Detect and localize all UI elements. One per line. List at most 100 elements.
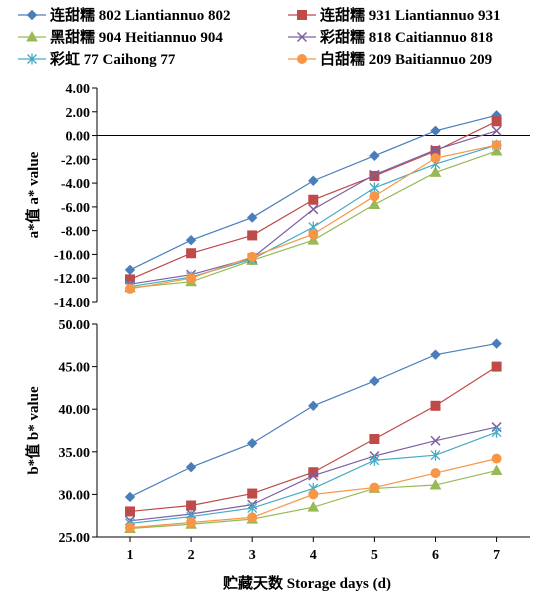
series-5	[125, 139, 502, 293]
series-line	[129, 150, 497, 289]
legend-marker	[27, 53, 37, 65]
data-point	[247, 230, 258, 241]
data-point	[430, 153, 441, 164]
x-tick-label: 2	[188, 548, 195, 563]
series-2	[125, 116, 502, 285]
data-point	[429, 166, 442, 177]
series-line	[129, 114, 497, 271]
y-tick-label: 50.00	[59, 318, 91, 333]
x-tick-label: 4	[310, 548, 317, 563]
data-point	[246, 438, 258, 449]
series-3	[124, 144, 503, 293]
y-tick-label: -4.00	[61, 177, 90, 192]
y-tick-label: 45.00	[59, 361, 91, 376]
data-point	[430, 468, 441, 479]
data-point	[185, 461, 197, 473]
legend-marker	[297, 54, 307, 64]
legend-marker	[26, 9, 38, 21]
y-tick-label: -6.00	[61, 201, 90, 216]
x-tick-label: 3	[249, 548, 256, 563]
data-point	[491, 116, 502, 127]
data-point	[186, 273, 197, 284]
y-axis-title: a*值 a* value	[24, 151, 42, 238]
data-point	[247, 502, 258, 514]
data-point	[369, 454, 380, 466]
y-axis-title: b*值 b* value	[24, 386, 42, 475]
series-line	[129, 469, 497, 530]
y-tick-label: -10.00	[54, 248, 90, 263]
legend-entry: 白甜糯 209 Baitiannuo 209	[288, 50, 492, 68]
data-point	[369, 482, 380, 493]
legend-label: 彩虹 77 Caihong 77	[49, 50, 176, 68]
y-tick-label: -2.00	[61, 153, 90, 168]
data-point	[247, 488, 258, 499]
y-tick-label: 0.00	[66, 130, 91, 145]
data-point	[124, 264, 136, 276]
data-point	[185, 234, 197, 246]
y-tick-label: 4.00	[66, 82, 91, 97]
legend-label: 连甜糯 802 Liantiannuo 802	[50, 6, 230, 24]
data-point	[124, 491, 136, 503]
legend-entry: 彩甜糯 818 Caitiannuo 818	[288, 28, 493, 46]
data-point	[369, 375, 380, 387]
legend-entry: 彩虹 77 Caihong 77	[18, 50, 176, 68]
x-tick-label: 5	[371, 548, 378, 563]
data-point	[491, 338, 502, 349]
legend-label: 白甜糯 209 Baitiannuo 209	[320, 50, 492, 68]
legend-label: 黑甜糯 904 Heitiannuo 904	[50, 28, 223, 46]
data-point	[369, 191, 380, 202]
y-tick-label: 2.00	[66, 106, 91, 121]
a-value-panel: 4.00 2.00 0.00 -2.00 -4.00 -6.00 -8.00 -10.00 -1…	[24, 82, 530, 311]
data-point	[308, 489, 319, 500]
data-point	[247, 512, 258, 523]
data-point	[308, 194, 319, 205]
data-point	[368, 198, 381, 210]
x-tick-label: 6	[432, 548, 439, 563]
data-point	[491, 361, 502, 372]
data-point	[186, 248, 197, 259]
data-point	[430, 435, 441, 446]
series-4	[124, 125, 502, 290]
y-tick-label: 25.00	[59, 531, 91, 546]
data-point	[308, 467, 319, 478]
data-point	[246, 212, 258, 223]
data-point	[125, 522, 135, 533]
data-point	[307, 501, 320, 512]
y-tick-label: 35.00	[59, 446, 91, 461]
x-tick-label: 7	[493, 548, 500, 563]
legend-marker	[297, 10, 307, 20]
y-tick-label: -14.00	[54, 296, 90, 311]
data-point	[491, 125, 502, 136]
data-point	[369, 434, 380, 445]
data-point	[430, 349, 441, 360]
data-point	[491, 453, 502, 464]
data-point	[429, 478, 442, 490]
series-2	[125, 361, 502, 517]
legend-marker	[296, 31, 308, 43]
data-point	[430, 400, 441, 411]
x-axis-title: 贮藏天数 Storage days (d)	[222, 574, 391, 592]
data-point	[247, 251, 258, 262]
data-point	[308, 204, 319, 215]
data-point	[430, 125, 441, 137]
y-tick-label: 30.00	[59, 488, 91, 503]
series-line	[129, 144, 497, 290]
b-value-panel: 50.00 45.00 40.00 35.00 30.00 25.00 b*值 b* val…	[24, 318, 530, 546]
y-tick-label: -8.00	[61, 225, 90, 240]
data-point	[369, 150, 380, 161]
legend-entry: 连甜糯 931 Liantiannuo 931	[288, 6, 500, 24]
series-5	[125, 426, 502, 529]
legend-entry: 连甜糯 802 Liantiannuo 802	[18, 6, 230, 24]
legend: 连甜糯 802 Liantiannuo 802 连甜糯 931 Liantiann…	[18, 6, 500, 68]
data-point	[186, 500, 197, 511]
y-tick-label: 40.00	[59, 403, 91, 418]
data-point	[491, 426, 502, 438]
data-point	[125, 506, 135, 517]
x-tick-label: 1	[127, 548, 134, 563]
data-point	[430, 144, 441, 155]
data-point	[490, 464, 503, 476]
data-point	[369, 170, 380, 181]
data-point	[125, 283, 135, 294]
